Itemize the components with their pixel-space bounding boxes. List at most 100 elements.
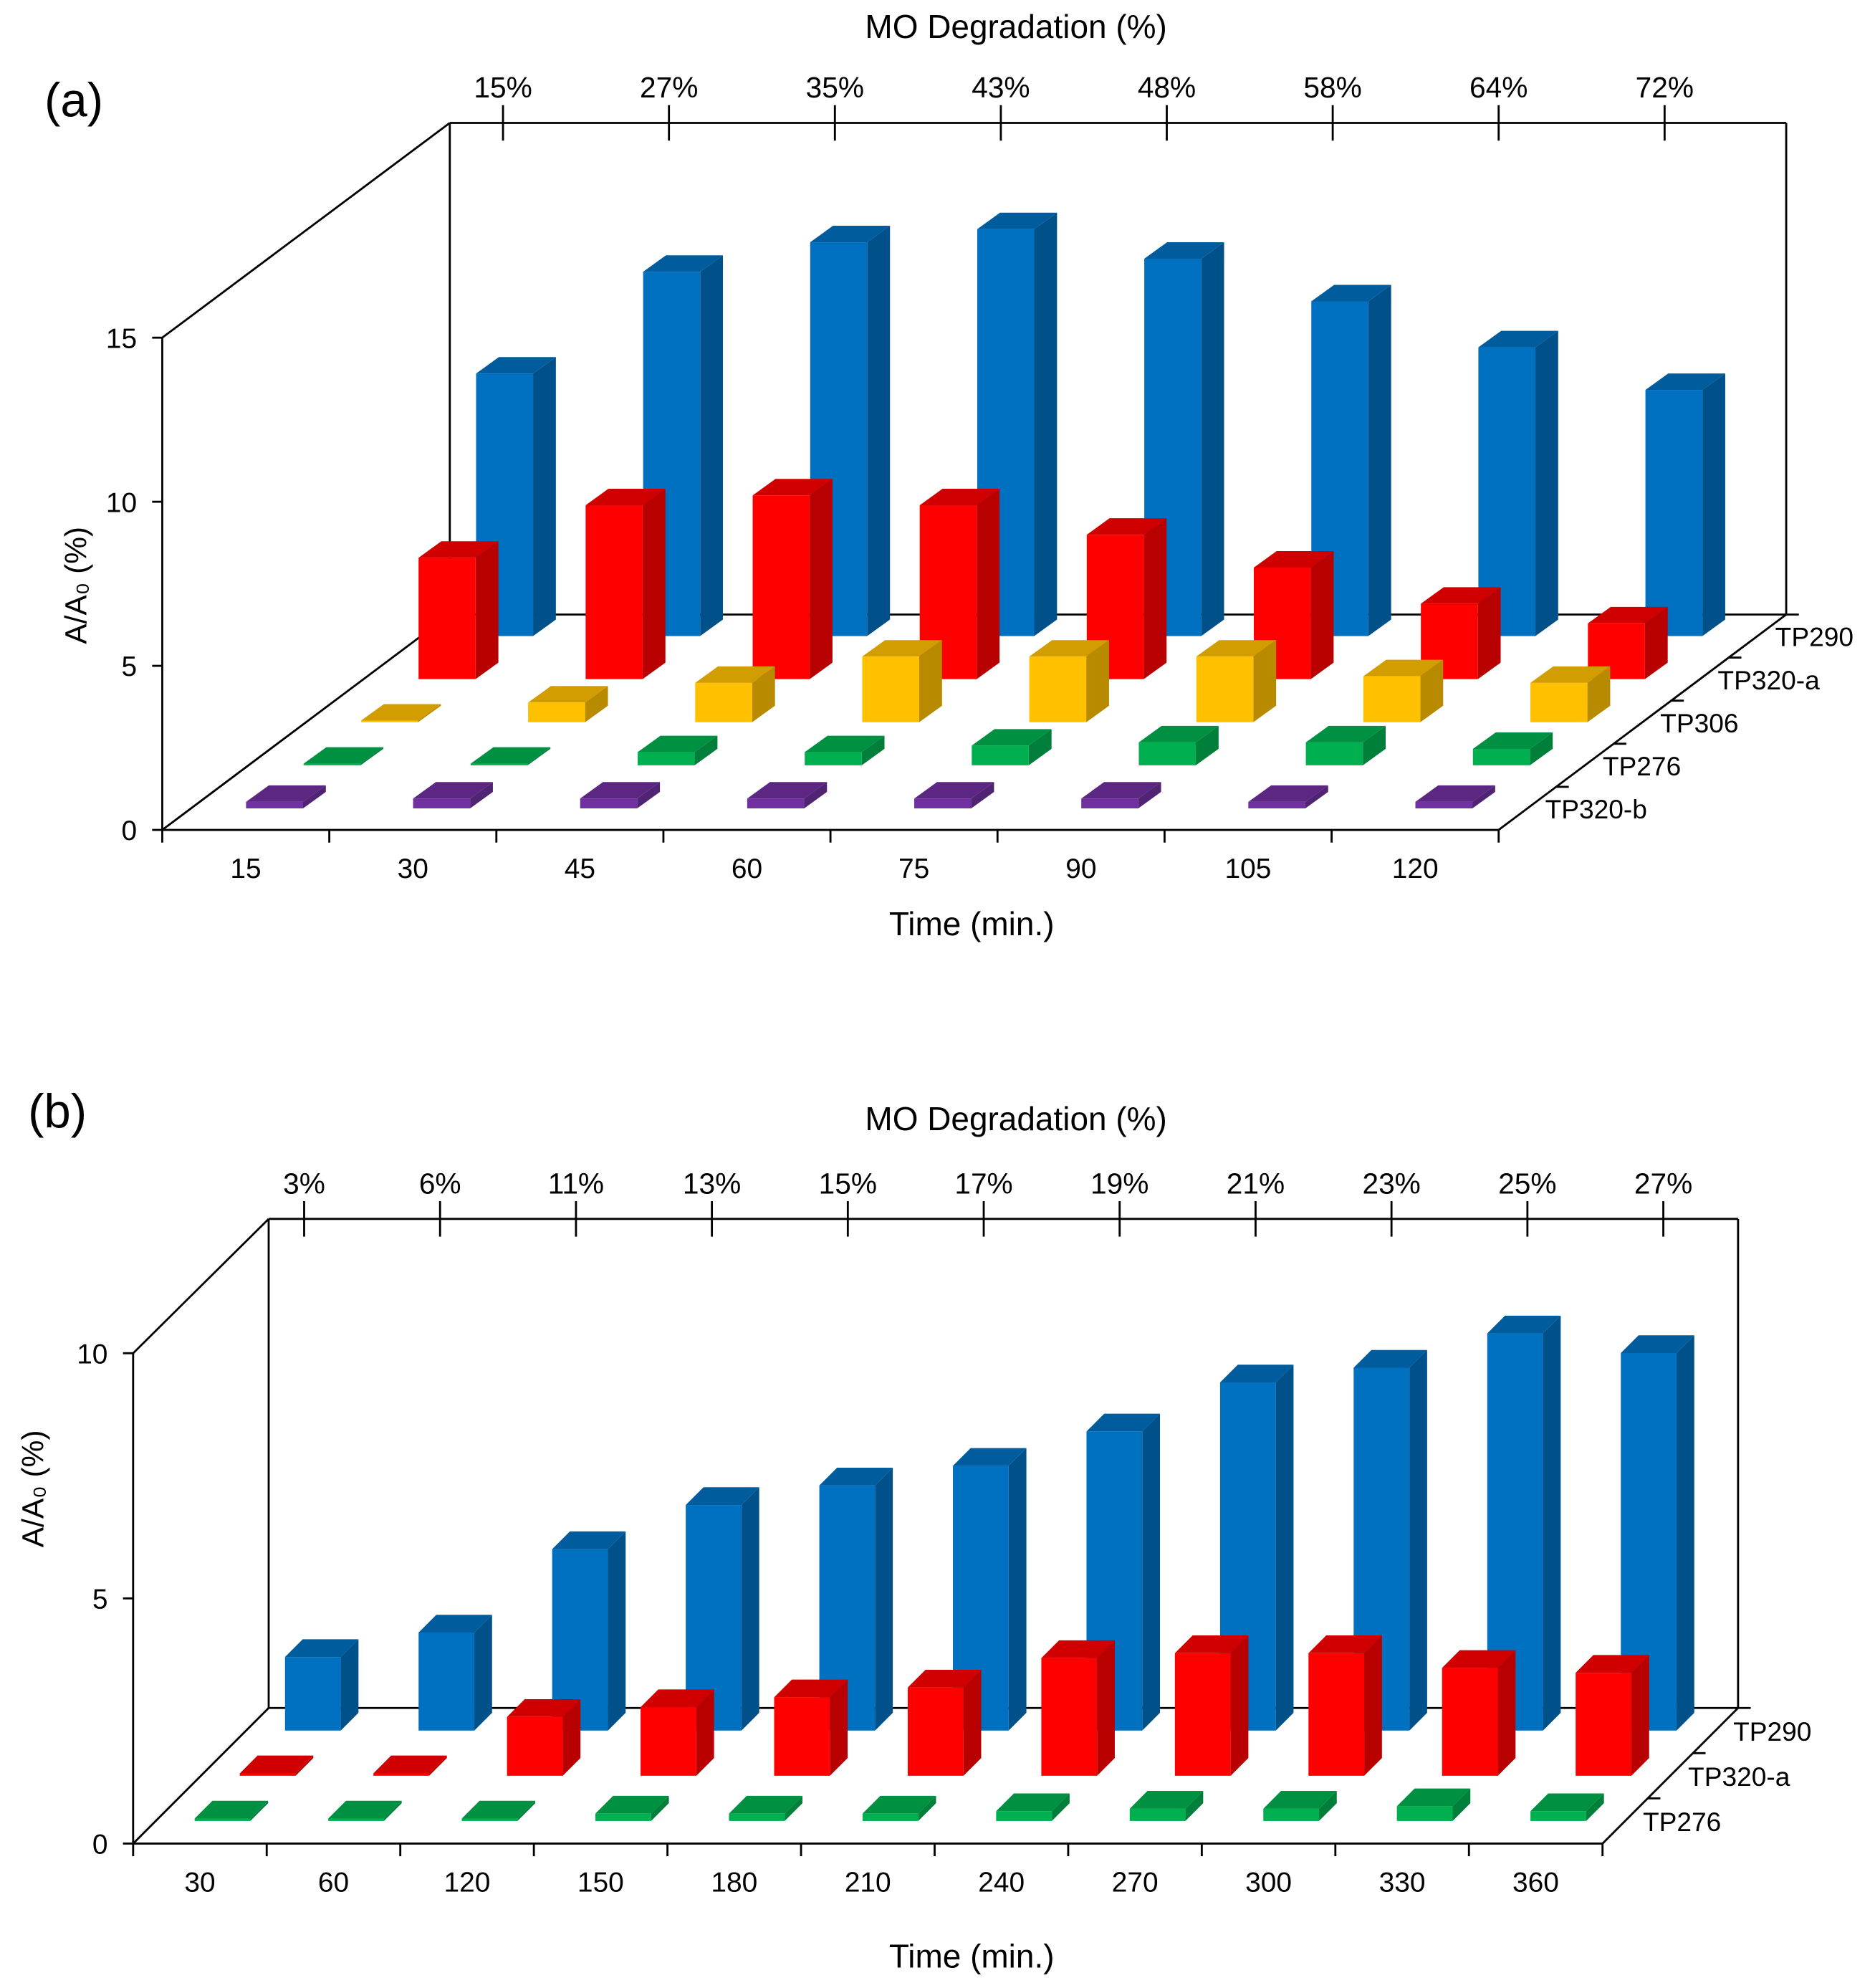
- bar-side-tp320-a: [428, 1755, 447, 1776]
- bar-side-tp306: [1253, 640, 1277, 722]
- x-tick-label: 120: [1392, 854, 1439, 884]
- bar-side-tp290: [1677, 1335, 1694, 1731]
- bar-tp320-b-120: [1415, 801, 1473, 808]
- bar-side-tp290: [1201, 242, 1224, 636]
- bar-side-tp276: [1586, 1793, 1604, 1821]
- bar-top-tp320-a: [752, 479, 833, 496]
- top-tick-label: 23%: [1362, 1167, 1420, 1200]
- bar-top-tp290: [1478, 330, 1558, 348]
- top-tick-label: 3%: [283, 1167, 325, 1200]
- series-label: TP276: [1603, 751, 1681, 781]
- bar-top-tp320-a: [1576, 1655, 1649, 1673]
- bar-tp320-a-330: [1442, 1668, 1498, 1776]
- top-tick-label: 64%: [1469, 71, 1528, 104]
- bar-top-tp320-b: [580, 782, 661, 799]
- x-tick-label: 150: [577, 1868, 624, 1898]
- bar-side-tp306: [1086, 640, 1109, 722]
- bar-side-tp276: [383, 1800, 402, 1821]
- x-tick-label: 330: [1379, 1868, 1426, 1898]
- bar-side-tp320-a: [1497, 1650, 1516, 1776]
- bar-tp276-30: [470, 763, 528, 765]
- top-tick-label: 48%: [1138, 71, 1196, 104]
- bar-tp320-a-60: [373, 1773, 429, 1776]
- bar-side-tp290: [1008, 1448, 1027, 1731]
- bar-side-tp276: [861, 735, 885, 765]
- bar-tp306-120: [1530, 682, 1588, 722]
- bar-top-tp320-a: [239, 1755, 314, 1774]
- bar-side-tp276: [250, 1800, 269, 1821]
- bar-top-tp290: [1219, 1365, 1294, 1383]
- bar-side-tp306: [585, 686, 608, 722]
- bar-top-tp320-a: [418, 541, 499, 558]
- bar-top-tp276: [1472, 732, 1553, 749]
- bar-top-tp320-b: [246, 785, 326, 802]
- depth-axis: [1497, 613, 1787, 831]
- bar-top-tp320-a: [919, 488, 1000, 505]
- bar-tp320-b-75: [914, 798, 972, 808]
- top-axis-title: MO Degradation (%): [865, 8, 1166, 45]
- x-tick-label: 240: [978, 1868, 1025, 1898]
- depth-axis: [1601, 1707, 1739, 1845]
- bar-top-tp320-a: [1086, 518, 1167, 535]
- bar-top-tp290: [977, 212, 1058, 229]
- bar-side-tp320-b: [302, 785, 326, 808]
- y-tick-label: 0: [121, 816, 137, 846]
- bar-top-tp320-b: [747, 782, 828, 799]
- bar-side-tp290: [1409, 1349, 1427, 1731]
- bar-side-tp290: [1142, 1413, 1160, 1731]
- bar-top-tp320-b: [1415, 785, 1495, 802]
- bar-side-tp320-a: [1631, 1655, 1649, 1776]
- bar-side-tp320-b: [1305, 785, 1328, 808]
- bar-tp276-240: [996, 1811, 1052, 1821]
- bar-tp276-150: [595, 1813, 651, 1821]
- bar-top-tp276: [470, 747, 551, 764]
- panel-label: (b): [28, 1085, 87, 1139]
- series-label: TP290: [1775, 622, 1854, 652]
- bar-side-tp306: [1420, 659, 1444, 722]
- bar-top-tp290: [476, 357, 556, 374]
- bar-side-tp320-a: [1143, 518, 1167, 679]
- bar-tp276-15: [303, 763, 361, 765]
- top-tick-label: 58%: [1303, 71, 1361, 104]
- bar-top-tp290: [1144, 242, 1224, 259]
- top-tick-label: 21%: [1227, 1167, 1285, 1200]
- bar-side-tp276: [1319, 1791, 1337, 1821]
- bar-top-tp276: [595, 1795, 669, 1814]
- bar-top-tp276: [1305, 725, 1386, 742]
- bar-tp306-30: [528, 702, 585, 722]
- side-wall-top-edge: [161, 122, 451, 339]
- bar-top-tp320-b: [1248, 785, 1328, 802]
- bar-top-tp320-a: [1041, 1640, 1115, 1658]
- series-label: TP320-b: [1545, 794, 1647, 824]
- bar-top-tp306: [1196, 640, 1277, 657]
- bar-top-tp276: [972, 729, 1052, 746]
- bar-side-tp276: [517, 1800, 536, 1821]
- bar-tp276-45: [637, 752, 695, 765]
- bar-side-tp290: [533, 357, 556, 636]
- bar-side-tp290: [608, 1531, 626, 1731]
- bar-top-tp290: [810, 226, 891, 243]
- bar-tp320-b-30: [413, 798, 471, 808]
- bar-side-tp320-a: [642, 488, 666, 679]
- bar-top-tp276: [637, 735, 718, 752]
- bar-tp276-270: [1129, 1808, 1186, 1821]
- bar-side-tp276: [918, 1795, 936, 1821]
- bar-side-tp276: [1363, 725, 1386, 765]
- top-tick-label: 6%: [419, 1167, 461, 1200]
- top-tick-label: 19%: [1090, 1167, 1149, 1200]
- bar-top-tp290: [819, 1467, 893, 1486]
- x-tick-label: 15: [230, 854, 261, 884]
- bar-top-tp290: [1353, 1349, 1427, 1368]
- bar-top-tp290: [953, 1448, 1027, 1466]
- bar-top-tp306: [1029, 640, 1109, 657]
- bar-side-tp320-a: [562, 1699, 581, 1776]
- x-tick-label: 360: [1512, 1868, 1559, 1898]
- x-tick-label: 60: [732, 854, 762, 884]
- bar-side-tp320-b: [470, 782, 493, 808]
- bar-tp320-b-45: [580, 798, 638, 808]
- bar-top-tp276: [805, 735, 885, 752]
- floor-left-edge: [132, 1707, 269, 1845]
- bar-top-tp320-a: [1421, 587, 1501, 604]
- bar-side-tp306: [1587, 666, 1611, 722]
- bar-top-tp290: [1645, 373, 1725, 391]
